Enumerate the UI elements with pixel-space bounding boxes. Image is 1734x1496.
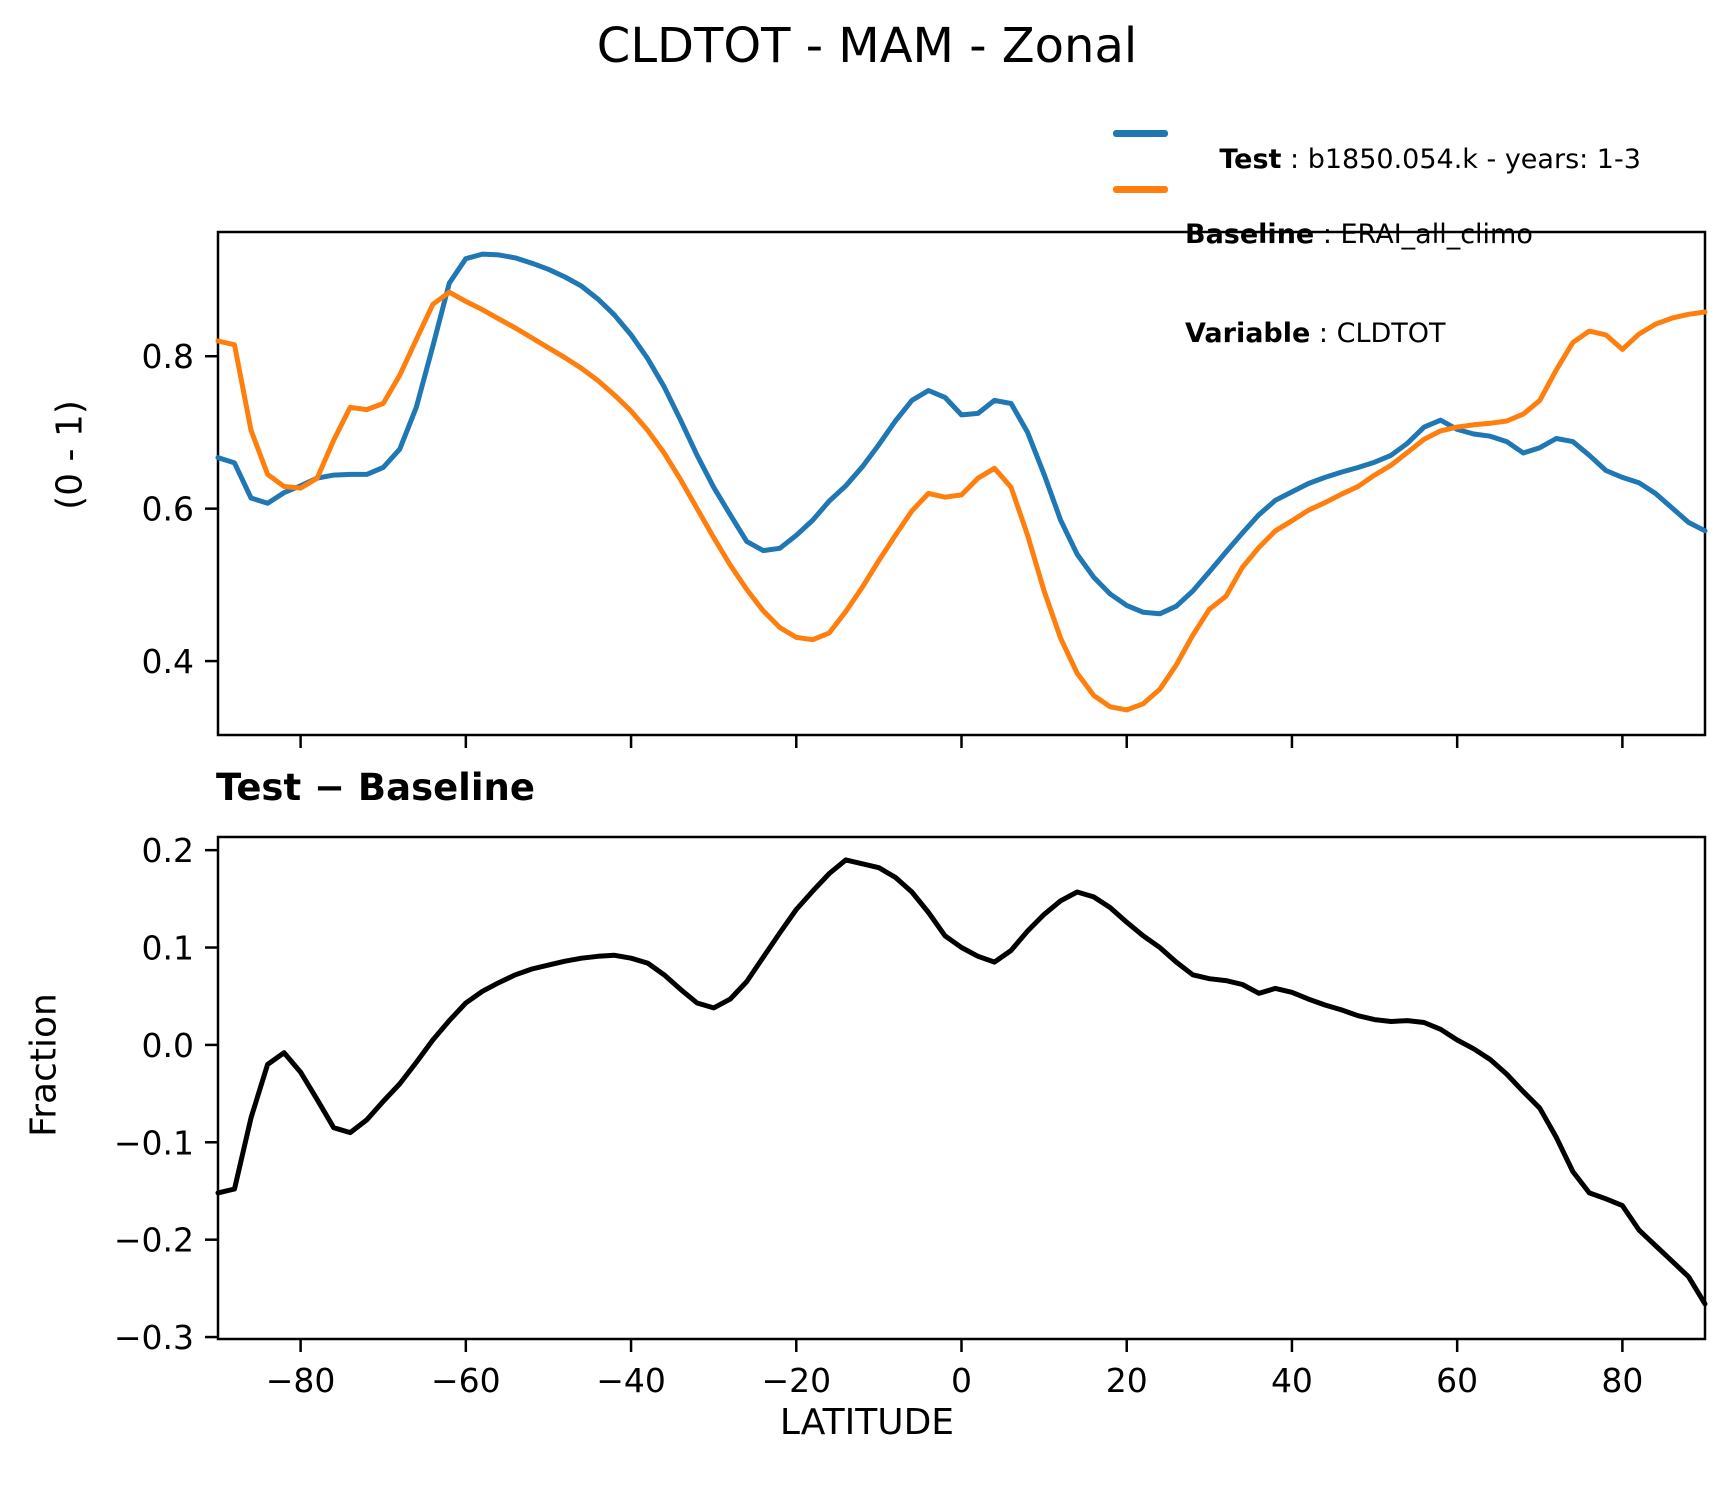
difference-panel-x-tick-label: 40 <box>1271 1361 1313 1400</box>
bottom-y-axis-label: Fraction <box>23 993 65 1137</box>
difference-panel-x-tick-label: 0 <box>951 1361 972 1400</box>
legend-baseline-row: Baseline : ERAI_all_climo <box>1185 218 1533 251</box>
legend-variable-value: CLDTOT <box>1336 318 1446 349</box>
legend-baseline-value: ERAI_all_climo <box>1340 219 1533 250</box>
diff-panel-title: Test − Baseline <box>216 766 535 809</box>
zonal-mean-panel-y-tick-label: 0.4 <box>142 642 194 681</box>
difference-panel-x-tick-label: −20 <box>761 1361 831 1400</box>
difference-panel-x-tick-label: −60 <box>431 1361 501 1400</box>
legend-test-label: Test <box>1219 144 1282 175</box>
baseline-line <box>215 289 1708 713</box>
zonal-mean-panel-y-tick-label: 0.6 <box>142 490 194 529</box>
diff-line <box>215 857 1708 1307</box>
legend-baseline-label: Baseline <box>1185 219 1315 250</box>
difference-panel-x-tick-label: 60 <box>1436 1361 1478 1400</box>
difference-panel-x-tick-label: −80 <box>266 1361 336 1400</box>
difference-panel-x-tick-label: 20 <box>1106 1361 1148 1400</box>
page-title: CLDTOT - MAM - Zonal <box>596 18 1138 74</box>
legend-baseline-sep: : <box>1314 219 1341 250</box>
legend-variable-row: Variable : CLDTOT <box>1185 317 1533 350</box>
legend-test-line-swatch <box>1113 130 1168 137</box>
legend-test-value: b1850.054.k - years: 1-3 <box>1307 144 1641 175</box>
top-y-axis-label: (0 - 1) <box>49 400 91 510</box>
difference-panel-spines <box>216 835 1707 1341</box>
legend-baseline-line-swatch <box>1113 186 1168 193</box>
legend-baseline-entry: Baseline : ERAI_all_climo Variable : CLD… <box>1185 152 1533 416</box>
difference-panel-y-tick-label: −0.1 <box>114 1123 194 1162</box>
difference-panel-x-tick-label: −40 <box>596 1361 666 1400</box>
difference-panel-x-tick-label: 80 <box>1601 1361 1643 1400</box>
zonal-mean-panel-y-tick-label: 0.8 <box>142 337 194 376</box>
legend-variable-label: Variable <box>1185 318 1311 349</box>
difference-panel-y-tick-label: 0.0 <box>142 1026 194 1065</box>
legend-test-sep: : <box>1281 144 1308 175</box>
legend-test-entry: Test : b1850.054.k - years: 1-3 <box>1185 110 1641 209</box>
difference-panel-y-tick-label: 0.1 <box>142 929 194 968</box>
difference-panel-y-tick-label: 0.2 <box>142 831 194 870</box>
difference-panel-y-tick-label: −0.3 <box>114 1318 194 1357</box>
difference-panel-y-tick-label: −0.2 <box>114 1221 194 1260</box>
legend-variable-sep: : <box>1310 318 1337 349</box>
x-axis-label: LATITUDE <box>779 1402 955 1443</box>
